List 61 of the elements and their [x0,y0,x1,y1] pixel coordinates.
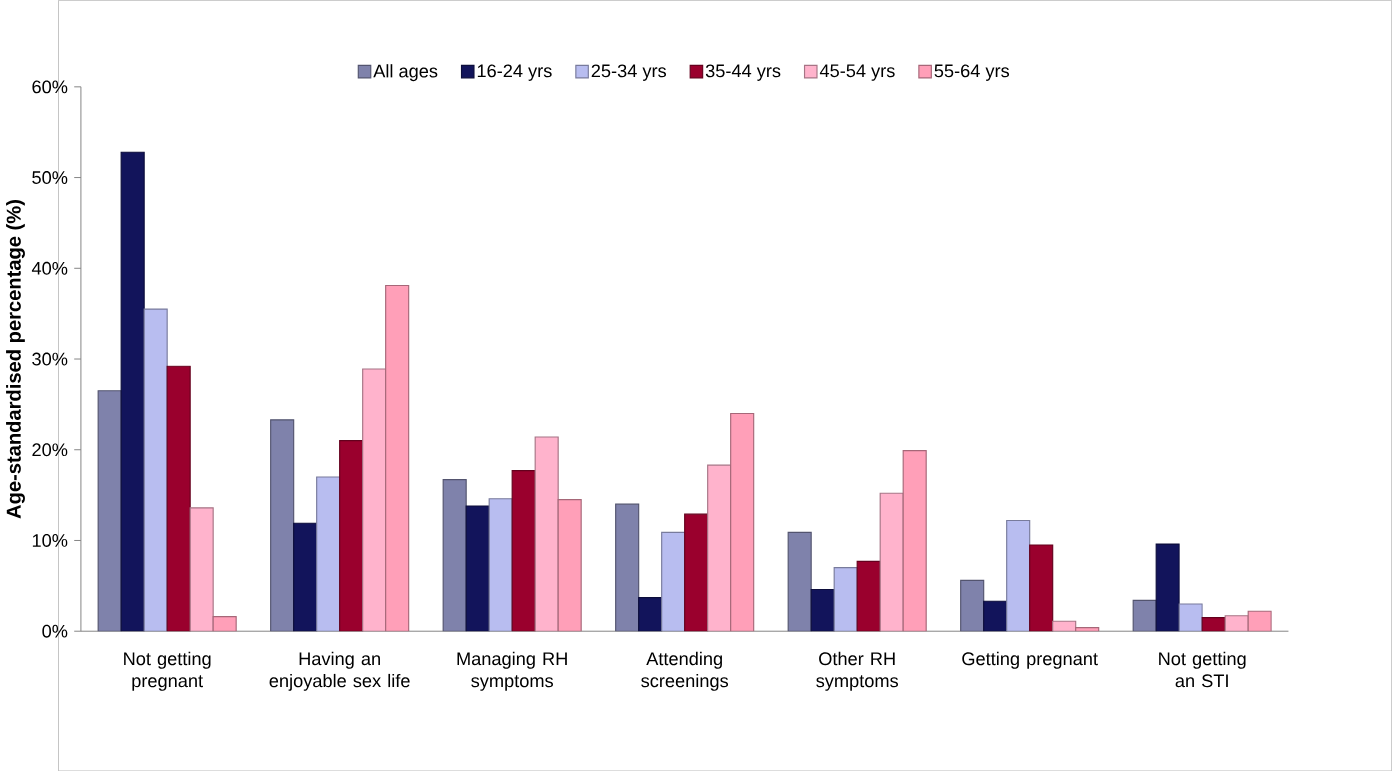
bar [1155,543,1180,632]
bar [1247,610,1272,632]
y-tick-label: 20% [32,443,68,457]
bar [902,449,927,632]
bar [465,505,490,632]
bar [983,600,1008,632]
y-axis-title: Age-standardised percentage (%) [6,199,25,519]
legend-label: 55-64 yrs [934,64,1010,81]
bar [97,390,122,632]
legend-label: All ages [373,64,438,81]
y-tick-label: 50% [32,170,68,184]
bar [810,588,835,632]
bar [833,566,858,632]
bar [189,507,214,632]
bar [1224,615,1249,632]
y-tick-label: 0% [42,624,68,638]
bar [879,492,904,632]
bar [293,522,318,632]
bar [534,436,559,632]
y-tick-label: 10% [32,533,68,547]
bar [143,308,168,632]
bar [488,498,513,632]
bar [120,151,145,632]
bar [339,439,364,632]
legend-label: 35-44 yrs [705,64,781,81]
x-tick-label: Other RH symptoms [816,651,898,691]
y-tick-label: 30% [32,352,68,366]
bar [270,419,295,632]
bar [1201,616,1226,632]
bar [362,368,387,632]
legend-label: 16-24 yrs [477,64,552,81]
bar [661,531,686,632]
bar [442,478,467,632]
x-tick-label: Getting pregnant [962,651,1098,669]
bar [638,596,663,632]
y-tick-label: 60% [32,80,68,94]
bar [212,615,237,632]
x-tick-label: Managing RH symptoms [457,651,567,691]
bar [684,513,709,632]
x-tick-label: Not getting an STI [1159,651,1246,688]
bar [856,560,881,632]
bar [385,284,410,632]
bar [1006,519,1031,632]
legend-label: 45-54 yrs [819,64,895,81]
y-tick-label: 40% [31,261,68,275]
x-tick-label: Attending screenings [641,651,729,691]
legend-label: 25-34 yrs [591,64,667,81]
bar [730,412,755,632]
bar [1132,599,1157,632]
x-tick-label: Having an enjoyable sex life [269,651,410,691]
bar [1029,544,1054,632]
bar [316,476,341,632]
bar [511,469,536,632]
bar [557,498,582,632]
bar [787,531,812,632]
bar [707,464,732,632]
bar [166,365,191,632]
bar [1178,603,1203,632]
bar [615,503,640,632]
bar [960,579,985,632]
x-tick-label: Not getting pregnant [124,651,211,691]
